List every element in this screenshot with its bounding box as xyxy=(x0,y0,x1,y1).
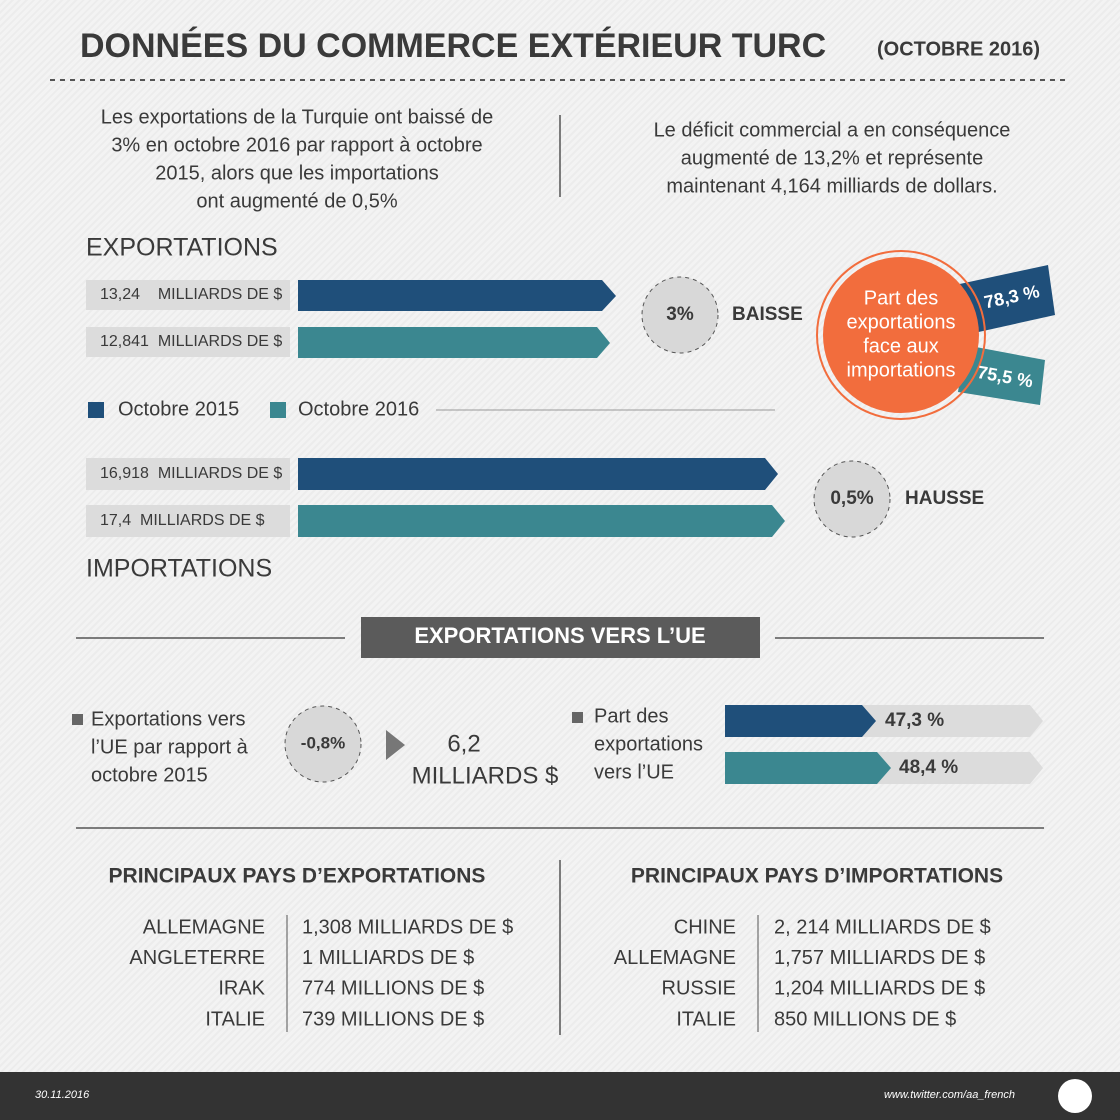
ratio-label: face aux xyxy=(863,335,939,357)
direction: HAUSSE xyxy=(905,488,984,509)
country-heading: PRINCIPAUX PAYS D’IMPORTATIONS xyxy=(631,865,1003,888)
title: DONNÉES DU COMMERCE EXTÉRIEUR TURC xyxy=(80,27,826,65)
direction: BAISSE xyxy=(732,304,803,325)
bar-label: 16,918 MILLIARDS DE $ xyxy=(100,465,282,482)
eu-label: Part des xyxy=(594,705,668,727)
country-name: ANGLETERRE xyxy=(129,947,265,969)
bar-label: 17,4 MILLIARDS DE $ xyxy=(100,512,265,529)
country-name: CHINE xyxy=(674,916,736,938)
eu-share: 48,4 % xyxy=(899,757,958,778)
country-value: 850 MILLIONS DE $ xyxy=(774,1008,956,1030)
country-name: RUSSIE xyxy=(662,978,736,1000)
country-value: 1,204 MILLIARDS DE $ xyxy=(774,978,985,1000)
section-title: EXPORTATIONS xyxy=(86,234,278,262)
country-value: 1,757 MILLIARDS DE $ xyxy=(774,947,985,969)
country-name: ITALIE xyxy=(205,1008,265,1030)
intro-line: maintenant 4,164 milliards de dollars. xyxy=(666,175,997,197)
intro-line: ont augmenté de 0,5% xyxy=(196,190,397,212)
country-name: ALLEMAGNE xyxy=(143,916,265,938)
eu-amount: 6,2 xyxy=(447,730,480,757)
country-heading: PRINCIPAUX PAYS D’EXPORTATIONS xyxy=(109,865,486,888)
intro-line: Les exportations de la Turquie ont baiss… xyxy=(101,106,493,128)
country-name: IRAK xyxy=(218,978,265,1000)
eu-label: octobre 2015 xyxy=(91,764,208,786)
subtitle: (OCTOBRE 2016) xyxy=(877,38,1040,60)
eu-share: 47,3 % xyxy=(885,710,944,731)
bar-label: 12,841 MILLIARDS DE $ xyxy=(100,333,282,350)
footer-url: www.twitter.com/aa_french xyxy=(884,1089,1015,1101)
section-title: IMPORTATIONS xyxy=(86,555,272,583)
decor xyxy=(0,79,1120,1120)
country-name: ALLEMAGNE xyxy=(614,947,736,969)
country-value: 2, 214 MILLIARDS DE $ xyxy=(774,916,991,938)
country-name: ITALIE xyxy=(676,1008,736,1030)
change: 3% xyxy=(666,304,694,325)
country-value: 1,308 MILLIARDS DE $ xyxy=(302,916,513,938)
country-value: 1 MILLIARDS DE $ xyxy=(302,947,474,969)
eu-label: exportations xyxy=(594,733,703,755)
eu-title: EXPORTATIONS VERS L’UE xyxy=(414,623,705,648)
intro-line: Le déficit commercial a en conséquence xyxy=(654,119,1011,141)
intro-line: 3% en octobre 2016 par rapport à octobre xyxy=(111,134,482,156)
ratio-label: importations xyxy=(847,359,956,381)
legend-label: Octobre 2016 xyxy=(298,398,419,420)
intro-line: 2015, alors que les importations xyxy=(155,162,439,184)
intro-line: augmenté de 13,2% et représente xyxy=(681,147,983,169)
ratio-label: exportations xyxy=(847,311,956,333)
eu-label: Exportations vers xyxy=(91,708,246,730)
country-value: 774 MILLIONS DE $ xyxy=(302,978,484,1000)
eu-label: vers l’UE xyxy=(594,761,674,783)
ratio-label: Part des xyxy=(864,287,938,309)
eu-amount: MILLIARDS $ xyxy=(412,762,559,789)
bar-label: 13,24 MILLIARDS DE $ xyxy=(100,286,282,303)
legend-label: Octobre 2015 xyxy=(118,398,239,420)
country-value: 739 MILLIONS DE $ xyxy=(302,1008,484,1030)
footer-date: 30.11.2016 xyxy=(35,1089,90,1101)
change: -0,8% xyxy=(301,733,345,752)
eu-label: l’UE par rapport à xyxy=(91,736,249,758)
change: 0,5% xyxy=(830,488,873,509)
